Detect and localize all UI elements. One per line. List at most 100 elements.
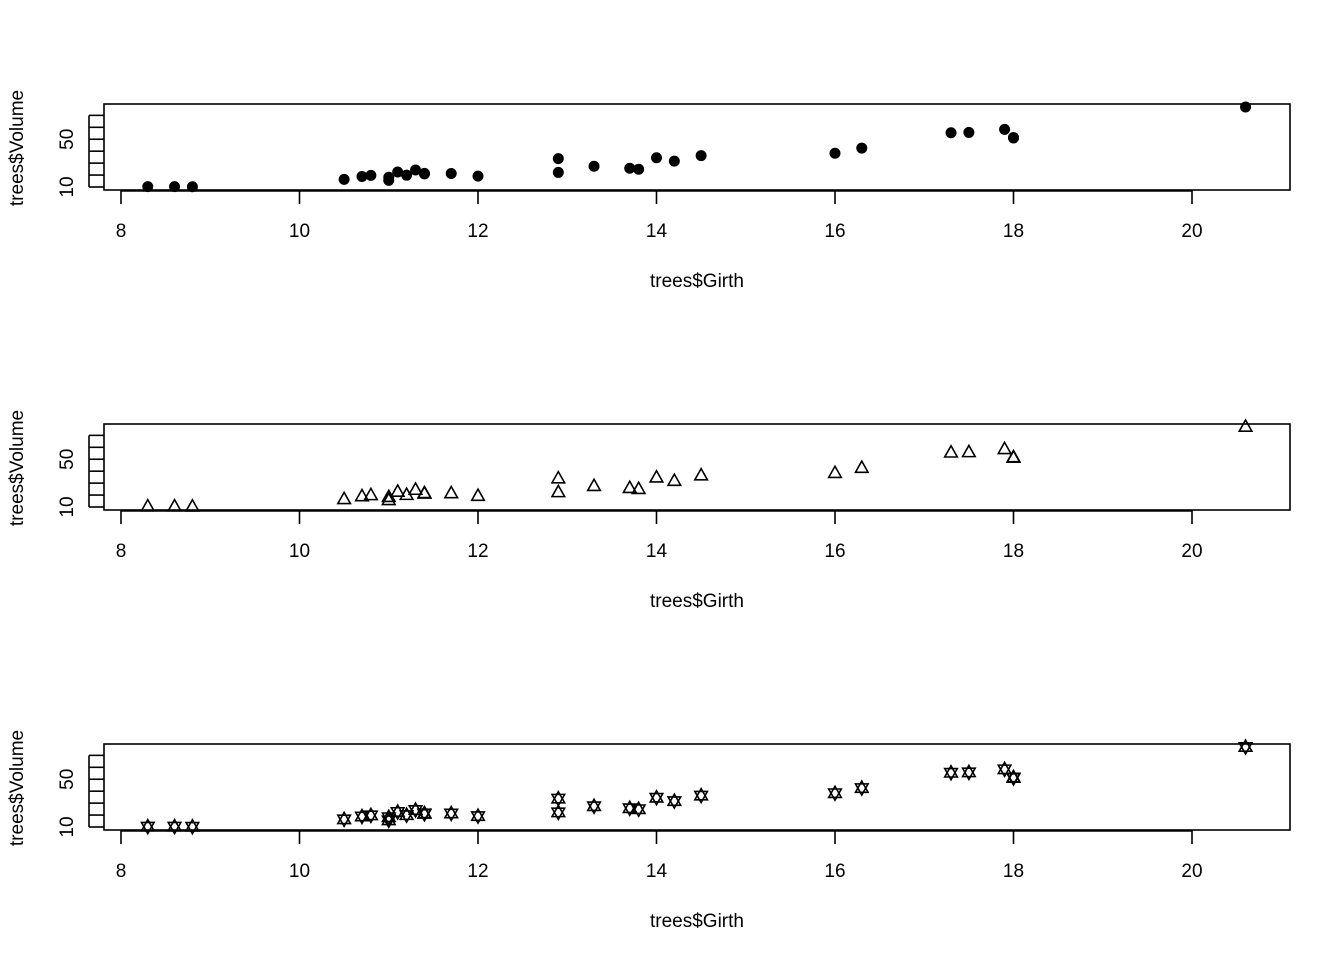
data-point — [381, 491, 397, 506]
x-tick-label: 10 — [289, 221, 310, 242]
data-point — [1237, 738, 1254, 756]
x-tick-label: 16 — [824, 221, 845, 242]
data-point — [140, 818, 156, 836]
data-point — [996, 440, 1013, 455]
x-tick-label: 20 — [1181, 221, 1202, 242]
data-point — [550, 483, 566, 498]
data-point — [854, 459, 870, 474]
x-tick-label: 8 — [116, 221, 127, 242]
data-point — [142, 181, 154, 193]
data-point — [550, 803, 566, 822]
data-point — [1237, 418, 1254, 433]
data-point — [586, 797, 602, 815]
data-point — [338, 173, 350, 185]
data-point — [666, 472, 683, 487]
data-point — [963, 126, 975, 138]
x-tick-label: 12 — [467, 861, 488, 882]
data-point — [186, 181, 198, 193]
x-tick-label: 8 — [116, 861, 127, 882]
data-point — [354, 487, 370, 502]
y-tick-label: 10 — [57, 176, 78, 197]
data-point — [588, 160, 600, 172]
data-point — [550, 789, 566, 808]
panel-3: 8 10 12 14 16 18 20 10 50 trees$Girth trees$Volume — [7, 730, 1291, 932]
data-point — [184, 498, 201, 512]
x-tick-label: 16 — [824, 861, 845, 882]
data-point — [401, 169, 413, 181]
y-tick-label: 50 — [57, 769, 78, 790]
data-point — [633, 163, 645, 175]
data-point — [390, 483, 406, 497]
y-tick-label: 50 — [57, 449, 78, 470]
data-point — [470, 807, 486, 825]
x-tick-label: 20 — [1181, 861, 1202, 882]
panel-2: 8 10 12 14 16 18 20 10 50 trees$Girth trees$Volume — [7, 410, 1291, 612]
data-point — [854, 779, 870, 797]
x-tick-label: 14 — [646, 861, 668, 882]
data-point — [829, 147, 841, 159]
data-point — [443, 804, 459, 823]
data-point — [356, 170, 368, 182]
data-point — [586, 477, 602, 492]
data-point — [651, 152, 662, 164]
y-tick-label: 10 — [57, 496, 78, 517]
data-point — [943, 764, 959, 782]
plot-frame — [103, 743, 1291, 831]
y-axis-title: trees$Volume — [7, 730, 28, 846]
data-point — [695, 150, 707, 162]
x-tick-label: 12 — [467, 221, 488, 242]
data-point — [943, 444, 959, 458]
x-tick-label: 12 — [467, 541, 488, 562]
x-tick-label: 10 — [289, 541, 310, 562]
data-point — [363, 806, 379, 825]
data-point — [445, 168, 457, 180]
y-axis-title: trees$Volume — [7, 90, 28, 206]
data-point — [856, 142, 868, 154]
data-point — [1005, 769, 1022, 787]
x-tick-label: 8 — [116, 541, 127, 562]
data-point — [365, 169, 377, 181]
data-point — [140, 498, 156, 512]
data-point — [945, 127, 957, 139]
panel-1: 8 10 12 14 16 18 20 10 50 trees$Girth trees$Volume — [7, 90, 1291, 292]
data-point — [416, 804, 433, 823]
data-point — [693, 786, 709, 805]
data-point — [648, 469, 665, 483]
data-point — [470, 487, 486, 502]
data-point — [827, 784, 843, 802]
data-point — [336, 810, 352, 828]
data-point — [1240, 101, 1252, 113]
data-point — [552, 153, 564, 165]
data-point — [472, 170, 484, 182]
data-point — [668, 155, 680, 167]
data-point — [693, 466, 709, 481]
data-point — [630, 480, 647, 495]
data-point — [999, 123, 1011, 135]
data-point — [363, 486, 379, 501]
data-point — [166, 818, 183, 836]
x-tick-label: 18 — [1003, 221, 1024, 242]
data-point — [418, 167, 430, 179]
data-point — [550, 469, 566, 484]
data-point — [336, 490, 352, 505]
data-point — [648, 789, 665, 807]
x-axis-title: trees$Girth — [650, 591, 744, 612]
data-point — [1008, 132, 1019, 144]
y-tick-label: 10 — [57, 816, 78, 837]
data-point — [666, 792, 683, 810]
x-tick-label: 20 — [1181, 541, 1202, 562]
data-point — [827, 464, 843, 479]
data-point — [166, 498, 183, 512]
data-point — [169, 181, 181, 193]
x-tick-label: 16 — [824, 541, 845, 562]
data-point — [443, 484, 459, 499]
x-tick-label: 18 — [1003, 541, 1024, 562]
data-point — [407, 481, 424, 496]
y-axis-title: trees$Volume — [7, 410, 28, 526]
x-axis-title: trees$Girth — [650, 911, 744, 932]
data-point — [416, 484, 433, 499]
x-tick-label: 10 — [289, 861, 310, 882]
data-point — [961, 443, 977, 458]
data-point — [630, 800, 647, 818]
data-point — [961, 763, 977, 782]
